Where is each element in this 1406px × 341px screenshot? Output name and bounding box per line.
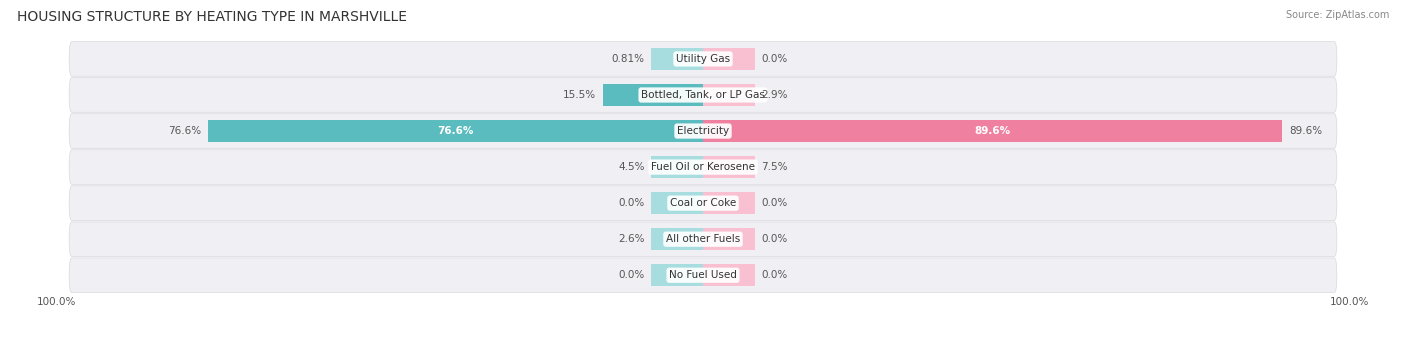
Text: Electricity: Electricity: [676, 126, 730, 136]
Text: 2.6%: 2.6%: [619, 234, 645, 244]
FancyBboxPatch shape: [69, 222, 1337, 256]
Text: Coal or Coke: Coal or Coke: [669, 198, 737, 208]
FancyBboxPatch shape: [69, 42, 1337, 76]
Bar: [651, 264, 703, 286]
Text: No Fuel Used: No Fuel Used: [669, 270, 737, 280]
FancyBboxPatch shape: [69, 258, 1337, 293]
Bar: [651, 228, 703, 250]
Text: 7.5%: 7.5%: [761, 162, 787, 172]
Text: 0.81%: 0.81%: [612, 54, 645, 64]
Bar: [703, 192, 755, 214]
Text: 4.5%: 4.5%: [619, 162, 645, 172]
FancyBboxPatch shape: [69, 186, 1337, 220]
Text: 0.0%: 0.0%: [761, 270, 787, 280]
Text: 0.0%: 0.0%: [761, 198, 787, 208]
Bar: [703, 48, 755, 70]
Text: Source: ZipAtlas.com: Source: ZipAtlas.com: [1285, 10, 1389, 20]
Bar: [651, 48, 703, 70]
Text: 76.6%: 76.6%: [437, 126, 474, 136]
FancyBboxPatch shape: [69, 78, 1337, 112]
Text: 89.6%: 89.6%: [1289, 126, 1322, 136]
Text: All other Fuels: All other Fuels: [666, 234, 740, 244]
Text: 0.0%: 0.0%: [619, 198, 645, 208]
Bar: [651, 156, 703, 178]
Bar: [703, 84, 755, 106]
FancyBboxPatch shape: [69, 114, 1337, 148]
Text: 0.0%: 0.0%: [761, 54, 787, 64]
Bar: [703, 120, 1282, 142]
Text: 89.6%: 89.6%: [974, 126, 1011, 136]
Text: Fuel Oil or Kerosene: Fuel Oil or Kerosene: [651, 162, 755, 172]
Bar: [703, 228, 755, 250]
Text: 0.0%: 0.0%: [761, 234, 787, 244]
Bar: [703, 264, 755, 286]
Text: 2.9%: 2.9%: [761, 90, 787, 100]
Text: Utility Gas: Utility Gas: [676, 54, 730, 64]
Bar: [208, 120, 703, 142]
Bar: [703, 156, 755, 178]
Text: Bottled, Tank, or LP Gas: Bottled, Tank, or LP Gas: [641, 90, 765, 100]
Bar: [651, 192, 703, 214]
Text: 76.6%: 76.6%: [167, 126, 201, 136]
Bar: [603, 84, 703, 106]
Text: HOUSING STRUCTURE BY HEATING TYPE IN MARSHVILLE: HOUSING STRUCTURE BY HEATING TYPE IN MAR…: [17, 10, 406, 24]
Text: 15.5%: 15.5%: [564, 90, 596, 100]
Text: 0.0%: 0.0%: [619, 270, 645, 280]
FancyBboxPatch shape: [69, 150, 1337, 184]
